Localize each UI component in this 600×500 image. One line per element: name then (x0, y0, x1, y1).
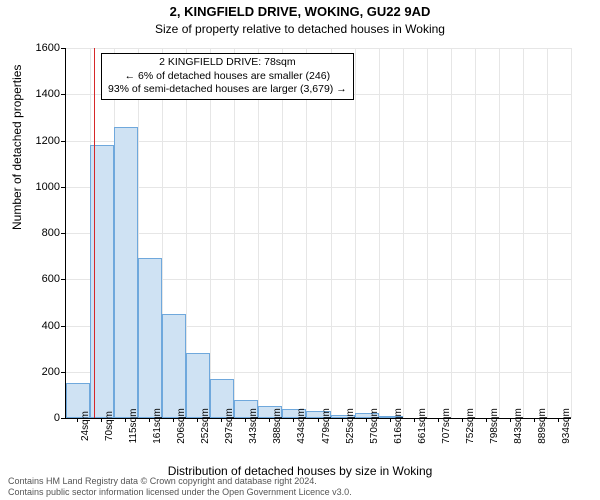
x-tick-mark (221, 418, 222, 422)
gridline-v (306, 48, 307, 418)
x-tick-mark (390, 418, 391, 422)
annotation-line: 2 KINGFIELD DRIVE: 78sqm (108, 56, 347, 70)
x-tick-mark (101, 418, 102, 422)
annotation-line: ← 6% of detached houses are smaller (246… (108, 70, 347, 84)
gridline-v (258, 48, 259, 418)
y-tick-label: 200 (10, 366, 60, 378)
x-tick-label: 434sqm (296, 408, 307, 444)
annotation-line: 93% of semi-detached houses are larger (… (108, 83, 347, 97)
x-tick-mark (462, 418, 463, 422)
y-tick-mark (61, 326, 65, 327)
annotation-box: 2 KINGFIELD DRIVE: 78sqm← 6% of detached… (101, 53, 354, 100)
x-tick-label: 661sqm (417, 408, 428, 444)
y-tick-mark (61, 372, 65, 373)
y-tick-mark (61, 48, 65, 49)
x-tick-label: 252sqm (200, 408, 211, 444)
footer-line-1: Contains HM Land Registry data © Crown c… (8, 476, 352, 487)
gridline-v (523, 48, 524, 418)
x-tick-label: 934sqm (561, 408, 572, 444)
gridline-v (571, 48, 572, 418)
gridline-v (282, 48, 283, 418)
footer-line-2: Contains public sector information licen… (8, 487, 352, 498)
y-tick-label: 1200 (10, 135, 60, 147)
gridline-h (66, 141, 571, 142)
gridline-h (66, 187, 571, 188)
gridline-v (379, 48, 380, 418)
x-tick-mark (149, 418, 150, 422)
x-tick-label: 70sqm (104, 411, 115, 441)
x-tick-mark (438, 418, 439, 422)
x-tick-mark (269, 418, 270, 422)
y-tick-mark (61, 233, 65, 234)
y-tick-label: 0 (10, 412, 60, 424)
x-tick-label: 479sqm (321, 408, 332, 444)
y-tick-mark (61, 141, 65, 142)
x-tick-mark (558, 418, 559, 422)
y-tick-mark (61, 187, 65, 188)
footer-attribution: Contains HM Land Registry data © Crown c… (8, 476, 352, 498)
page-title: 2, KINGFIELD DRIVE, WOKING, GU22 9AD (0, 4, 600, 19)
gridline-v (547, 48, 548, 418)
x-tick-label: 206sqm (176, 408, 187, 444)
gridline-v (499, 48, 500, 418)
x-tick-mark (534, 418, 535, 422)
x-tick-mark (342, 418, 343, 422)
x-tick-label: 889sqm (537, 408, 548, 444)
y-tick-label: 600 (10, 273, 60, 285)
marker-line (94, 48, 95, 418)
x-tick-label: 707sqm (441, 408, 452, 444)
gridline-h (66, 233, 571, 234)
gridline-v (331, 48, 332, 418)
x-tick-label: 570sqm (369, 408, 380, 444)
bar (162, 314, 186, 418)
x-tick-mark (125, 418, 126, 422)
x-tick-label: 752sqm (465, 408, 476, 444)
y-tick-mark (61, 94, 65, 95)
x-tick-mark (414, 418, 415, 422)
x-tick-label: 843sqm (513, 408, 524, 444)
gridline-v (451, 48, 452, 418)
y-tick-mark (61, 279, 65, 280)
chart-plot-area: 2 KINGFIELD DRIVE: 78sqm← 6% of detached… (65, 48, 571, 419)
y-tick-mark (61, 418, 65, 419)
x-tick-label: 343sqm (248, 408, 259, 444)
x-tick-label: 115sqm (128, 409, 139, 444)
x-tick-mark (510, 418, 511, 422)
x-tick-label: 616sqm (393, 408, 404, 444)
x-tick-mark (197, 418, 198, 422)
page-subtitle: Size of property relative to detached ho… (0, 22, 600, 36)
gridline-v (427, 48, 428, 418)
x-tick-label: 388sqm (272, 408, 283, 444)
x-tick-mark (318, 418, 319, 422)
x-tick-label: 297sqm (224, 408, 235, 444)
gridline-h (66, 48, 571, 49)
x-tick-mark (77, 418, 78, 422)
x-tick-label: 798sqm (489, 408, 500, 444)
x-tick-mark (366, 418, 367, 422)
bar (114, 127, 138, 418)
x-tick-mark (486, 418, 487, 422)
y-tick-label: 1600 (10, 42, 60, 54)
y-tick-label: 400 (10, 320, 60, 332)
x-tick-label: 161sqm (152, 408, 163, 444)
y-tick-label: 800 (10, 227, 60, 239)
x-tick-label: 525sqm (345, 408, 356, 444)
bar (138, 258, 162, 418)
y-tick-label: 1400 (10, 88, 60, 100)
gridline-v (210, 48, 211, 418)
gridline-v (403, 48, 404, 418)
x-tick-mark (293, 418, 294, 422)
y-tick-label: 1000 (10, 181, 60, 193)
x-tick-label: 24sqm (80, 411, 91, 441)
gridline-v (355, 48, 356, 418)
x-tick-mark (173, 418, 174, 422)
gridline-v (475, 48, 476, 418)
x-tick-mark (245, 418, 246, 422)
gridline-v (234, 48, 235, 418)
